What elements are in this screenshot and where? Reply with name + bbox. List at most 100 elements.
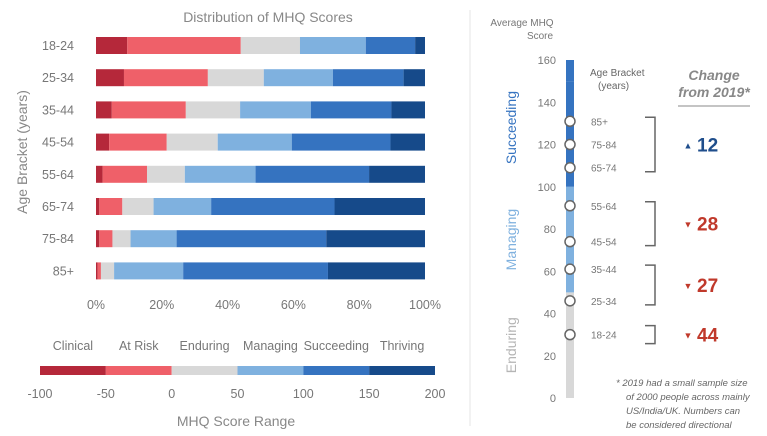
point-label-75-84: 75-84	[591, 141, 617, 152]
category-label-25-34: 25-34	[42, 71, 74, 85]
bar-segment-enduring-55-64	[146, 165, 185, 183]
bar-segment-succeeding-55-64	[255, 165, 370, 183]
age-bracket-header-line1: Age Bracket	[590, 68, 645, 79]
right-chart-title-line1: Average MHQ	[490, 18, 553, 29]
bar-segment-at-risk-55-64	[102, 165, 147, 183]
bar-segment-succeeding-75-84	[176, 230, 327, 248]
left-chart-title: Distribution of MHQ Scores	[183, 9, 353, 25]
y-tick-120: 120	[538, 140, 556, 152]
band-succeeding	[566, 81, 574, 187]
legend-swatch-clinical	[40, 366, 106, 375]
y-tick-60: 60	[544, 266, 556, 278]
bar-segment-enduring-75-84	[112, 230, 131, 248]
point-18-24	[564, 328, 576, 341]
bar-segment-succeeding-85+	[183, 262, 328, 280]
legend-tick-100: 100	[293, 387, 314, 401]
bracket-4	[645, 324, 656, 345]
change-values: ▲ 12 ▼ 28 ▼ 27 ▼ 44	[684, 136, 719, 347]
bar-segment-succeeding-18-24	[365, 37, 416, 54]
legend-label-clinical: Clinical	[53, 339, 93, 353]
change-header-line2: from 2019*	[678, 84, 750, 100]
bar-segment-managing-85+	[114, 262, 184, 280]
bar-segment-enduring-18-24	[240, 37, 300, 54]
bar-segment-thriving-45-54	[390, 133, 425, 151]
x-tick-100%: 100%	[409, 298, 441, 312]
bar-segment-succeeding-45-54	[291, 133, 391, 151]
bar-segment-managing-35-44	[240, 101, 311, 119]
bar-segment-enduring-35-44	[185, 101, 241, 119]
bar-segment-clinical-45-54	[96, 133, 110, 151]
change-arrow-4: ▼	[684, 331, 693, 341]
bar-segment-managing-18-24	[299, 37, 366, 54]
x-tick-80%: 80%	[347, 298, 372, 312]
bar-segment-managing-45-54	[217, 133, 292, 151]
age-bracket-point-labels: 85+ 75-84 65-74 55-64 45-54 35-44 25-34 18-24	[591, 117, 617, 341]
x-tick-40%: 40%	[215, 298, 240, 312]
legend-label-succeeding: Succeeding	[304, 339, 369, 353]
bracket-3	[645, 264, 656, 306]
category-label-45-54: 45-54	[42, 136, 74, 150]
bar-segment-succeeding-25-34	[332, 69, 404, 87]
footnote-line-1: * 2019 had a small sample size	[616, 378, 748, 389]
legend-swatch-thriving	[369, 366, 435, 375]
point-label-25-34: 25-34	[591, 297, 617, 308]
bar-segment-clinical-25-34	[96, 69, 124, 87]
bar-segment-at-risk-35-44	[111, 101, 186, 119]
change-value-4: 44	[697, 326, 719, 347]
bracket-1	[645, 116, 656, 173]
category-label-55-64: 55-64	[42, 168, 74, 182]
age-bracket-points	[564, 115, 576, 341]
change-arrow-2: ▼	[684, 220, 693, 230]
change-value-3: 27	[697, 276, 718, 297]
legend-tick--50: -50	[97, 387, 115, 401]
bar-segment-clinical-85+	[96, 262, 98, 280]
bar-segment-at-risk-25-34	[123, 69, 208, 87]
legend-label-enduring: Enduring	[180, 339, 230, 353]
bar-segment-clinical-55-64	[96, 165, 103, 183]
footnote-line-2: of 2000 people across mainly	[626, 392, 751, 403]
bar-segment-at-risk-18-24	[127, 37, 241, 54]
legend-label-thriving: Thriving	[380, 339, 425, 353]
bar-segment-enduring-85+	[100, 262, 115, 280]
bar-segment-clinical-75-84	[96, 230, 100, 248]
bar-segment-thriving-35-44	[391, 101, 425, 119]
y-tick-160: 160	[538, 55, 556, 67]
footnote-line-4: be considered directional	[626, 420, 733, 431]
left-chart: Distribution of MHQ Scores Age Bracket (…	[14, 9, 441, 312]
band-label-enduring: Enduring	[503, 317, 519, 373]
y-tick-0: 0	[550, 393, 556, 405]
legend-label-managing: Managing	[243, 339, 298, 353]
bar-segment-managing-55-64	[184, 165, 256, 183]
legend-tick-200: 200	[425, 387, 446, 401]
score-bands	[566, 60, 574, 398]
band-labels: Succeeding Managing Enduring	[503, 91, 519, 373]
bar-segment-clinical-35-44	[96, 101, 112, 119]
legend-axis-label: MHQ Score Range	[177, 413, 295, 429]
bar-segment-clinical-18-24	[96, 37, 128, 54]
change-arrow-1: ▲	[684, 141, 693, 151]
legend-tick-labels: -100 -50 0 50 100 150 200	[27, 387, 445, 401]
bar-segment-thriving-85+	[327, 262, 425, 280]
bar-segment-enduring-45-54	[166, 133, 218, 151]
bar-segment-thriving-65-74	[334, 198, 425, 215]
point-55-64	[564, 200, 576, 212]
category-label-35-44: 35-44	[42, 103, 74, 117]
footnote-line-3: US/India/UK. Numbers can	[626, 406, 740, 417]
band-enduring	[566, 292, 574, 398]
bar-segment-thriving-75-84	[326, 230, 425, 248]
change-value-2: 28	[697, 215, 718, 236]
bar-segment-at-risk-75-84	[99, 230, 113, 248]
stacked-bars	[96, 37, 425, 280]
x-tick-20%: 20%	[149, 298, 174, 312]
point-85+	[564, 115, 576, 128]
point-65-74	[564, 161, 576, 174]
y-tick-20: 20	[544, 351, 556, 363]
x-tick-60%: 60%	[281, 298, 306, 312]
legend-swatch-managing	[237, 366, 304, 375]
change-arrow-3: ▼	[684, 281, 693, 291]
category-label-18-24: 18-24	[42, 39, 74, 53]
bar-segment-enduring-65-74	[122, 198, 154, 215]
y-tick-40: 40	[544, 309, 556, 321]
point-35-44	[564, 263, 576, 275]
